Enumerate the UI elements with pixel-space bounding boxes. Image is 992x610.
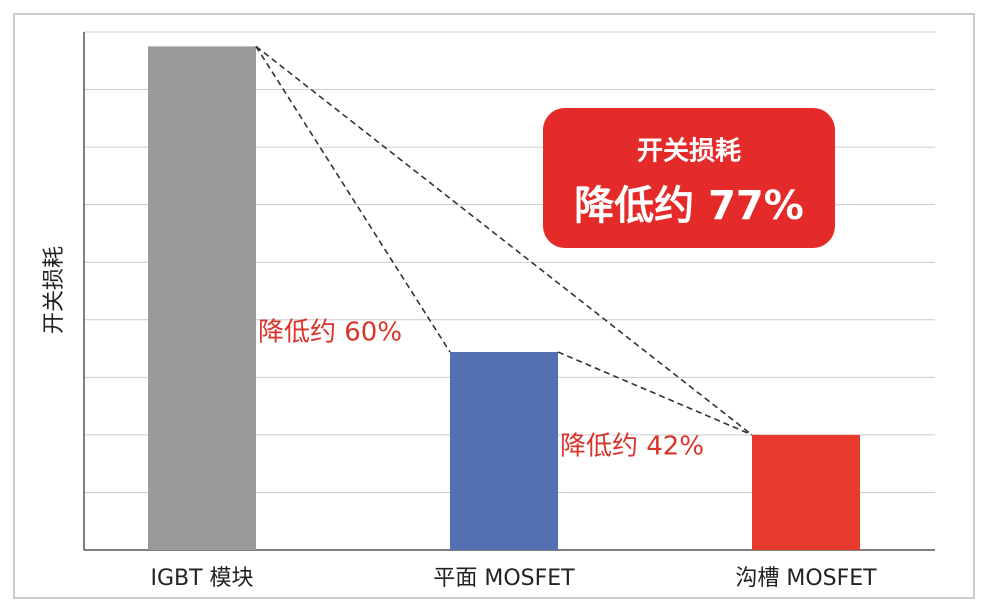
bar bbox=[148, 46, 256, 551]
bar bbox=[450, 352, 558, 550]
callout-title: 开关损耗 bbox=[637, 137, 741, 167]
x-tick-label: IGBT 模块 bbox=[150, 566, 253, 591]
annotation: 降低约 42% bbox=[560, 432, 704, 462]
x-tick-label: 平面 MOSFET bbox=[433, 566, 575, 591]
connector bbox=[557, 351, 753, 436]
y-axis-label: 开关损耗 bbox=[42, 246, 67, 334]
connector bbox=[255, 45, 753, 436]
callout-text: 降低约 77% bbox=[574, 183, 804, 229]
callout-box bbox=[543, 108, 835, 248]
bars bbox=[148, 46, 860, 551]
bar bbox=[752, 434, 860, 550]
connector bbox=[255, 45, 451, 353]
x-tick-label: 沟槽 MOSFET bbox=[735, 566, 877, 591]
connectors bbox=[255, 45, 753, 436]
annotation: 降低约 60% bbox=[258, 318, 402, 348]
